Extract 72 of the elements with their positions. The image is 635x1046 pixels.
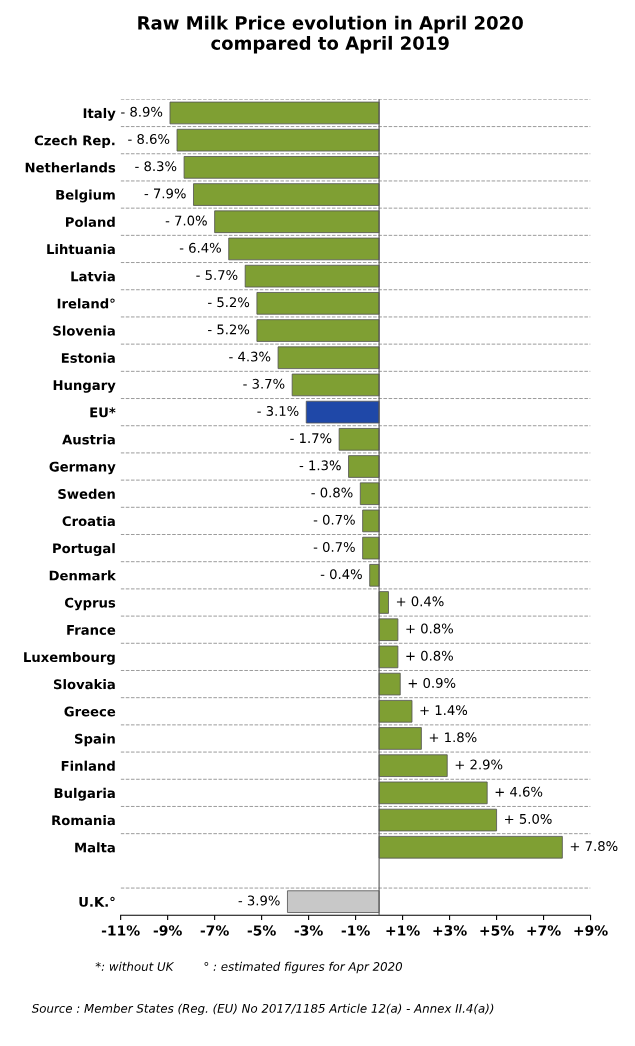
data-label: + 2.9% <box>455 759 503 770</box>
y-tick-label: Portugal <box>53 543 115 556</box>
x-tick-label: +9% <box>574 925 608 936</box>
data-label: + 1.8% <box>429 732 477 743</box>
y-tick-label: Ireland° <box>57 298 115 309</box>
y-tick-label: Cyprus <box>64 597 116 611</box>
y-tick-label: Spain <box>74 733 115 747</box>
y-tick-label: Czech Rep. <box>34 135 115 148</box>
x-tick-label: -9% <box>153 925 182 936</box>
data-label: + 0.8% <box>406 623 453 634</box>
data-label: - 8.9% <box>121 106 163 117</box>
data-label: - 7.9% <box>144 188 186 199</box>
data-label: - 5.2% <box>208 324 250 335</box>
y-tick-label: Sweden <box>58 488 115 499</box>
y-tick-label: Italy <box>83 107 116 121</box>
y-tick-label: Croatia <box>62 515 115 527</box>
chart-title: Raw Milk Price evolution in April 2020 compared to April 2019 <box>138 15 523 54</box>
y-tick-label: Slovenia <box>53 325 115 336</box>
data-label: - 3.7% <box>243 378 285 389</box>
data-label: - 0.7% <box>313 514 355 525</box>
y-tick-label: Lihtuania <box>47 243 115 255</box>
data-label: - 1.3% <box>299 460 341 471</box>
source-note: Source : Member States (Reg. (EU) No 2017/1185 Article 12(a) - Annex II.4(a)) <box>31 1003 494 1016</box>
y-tick-label: U.K.° <box>79 896 115 907</box>
data-label: - 5.7% <box>196 269 238 280</box>
x-tick-label: -5% <box>247 925 276 936</box>
data-label: + 4.6% <box>495 786 543 797</box>
data-label: - 0.4% <box>320 569 362 580</box>
data-label: - 4.3% <box>229 351 271 362</box>
y-tick-label: Finland <box>61 760 115 771</box>
data-label: - 3.1% <box>257 405 299 416</box>
data-label: + 1.4% <box>420 705 468 716</box>
x-tick-label: +1% <box>386 925 420 936</box>
data-label: + 5.0% <box>505 813 552 824</box>
text: *: without UK ° : estimated figures for Apr 2020 <box>95 961 403 974</box>
y-tick-label: Romania <box>52 815 115 826</box>
data-label: - 1.7% <box>290 433 332 444</box>
y-tick-label: Poland <box>66 216 115 227</box>
data-label: - 0.8% <box>311 487 353 498</box>
y-tick-label: Luxembourg <box>24 651 115 665</box>
x-tick-label: +5% <box>480 925 514 936</box>
x-tick-label: +7% <box>527 925 561 936</box>
data-label: - 8.3% <box>135 161 177 172</box>
y-tick-label: Germany <box>49 461 116 475</box>
x-tick-label: +3% <box>433 925 467 936</box>
data-label: - 6.4% <box>179 242 221 253</box>
y-tick-label: Greece <box>64 706 116 717</box>
y-tick-label: Belgium <box>56 189 115 203</box>
data-label: - 5.2% <box>208 297 250 308</box>
data-label: - 8.6% <box>128 134 170 144</box>
y-tick-label: France <box>67 625 116 635</box>
x-tick-label: -11% <box>101 925 140 936</box>
y-tick-label: Bulgaria <box>54 787 115 801</box>
x-tick-label: -1% <box>341 925 370 936</box>
data-label: + 0.9% <box>408 677 456 688</box>
data-label: + 7.8% <box>570 841 618 852</box>
data-label: + 0.4% <box>396 596 444 607</box>
y-tick-label: Hungary <box>53 380 116 393</box>
data-label: + 0.8% <box>406 650 453 661</box>
y-tick-label: Austria <box>62 434 115 445</box>
y-tick-label: Latvia <box>71 271 115 282</box>
y-tick-label: Slovakia <box>53 679 115 690</box>
data-label: - 3.9% <box>238 895 280 906</box>
y-tick-label: Malta <box>75 842 115 853</box>
y-tick-label: Netherlands <box>25 162 116 173</box>
x-tick-label: -3% <box>294 925 323 936</box>
x-tick-label: -7% <box>200 925 229 936</box>
data-label: - 7.0% <box>165 215 207 226</box>
y-tick-label: Denmark <box>49 570 117 581</box>
y-tick-label: EU* <box>90 407 116 418</box>
y-tick-label: Estonia <box>61 352 115 363</box>
data-label: - 0.7% <box>313 541 355 552</box>
